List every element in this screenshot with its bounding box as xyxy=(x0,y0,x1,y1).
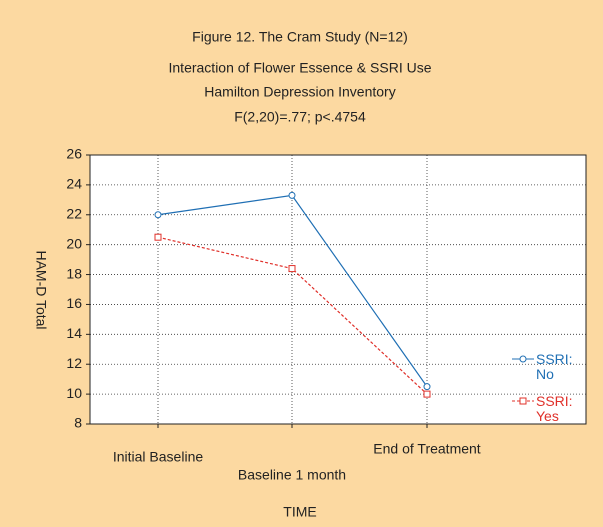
plot-frame xyxy=(89,154,587,425)
marker xyxy=(423,383,431,391)
x-axis-label: TIME xyxy=(283,504,316,520)
marker xyxy=(288,191,296,199)
chart-title: Figure 12. The Cram Study (N=12) xyxy=(192,29,408,45)
marker xyxy=(154,233,162,241)
legend-symbol xyxy=(512,397,534,405)
y-tick-label: 8 xyxy=(74,415,82,431)
marker xyxy=(154,211,162,219)
legend-label: SSRI: Yes xyxy=(536,393,573,424)
annotation: F(2,20)=.77; p<.4754 xyxy=(234,109,366,125)
y-tick-label: 24 xyxy=(66,176,82,192)
legend-label: SSRI: No xyxy=(536,351,573,382)
y-tick-label: 20 xyxy=(66,235,82,251)
marker xyxy=(423,390,431,398)
plot-area xyxy=(90,155,586,424)
y-axis-label: HAM-D Total xyxy=(33,250,49,329)
y-tick-label: 18 xyxy=(66,265,82,281)
y-tick-label: 16 xyxy=(66,295,82,311)
subtitle: Hamilton Depression Inventory xyxy=(204,84,395,100)
marker xyxy=(288,265,296,273)
y-tick-label: 26 xyxy=(66,146,82,162)
subtitle: Interaction of Flower Essence & SSRI Use xyxy=(169,60,432,76)
legend-symbol xyxy=(512,355,534,363)
y-tick-label: 12 xyxy=(66,355,82,371)
x-tick-label: Baseline 1 month xyxy=(238,467,346,483)
y-tick-label: 22 xyxy=(66,205,82,221)
x-tick-label: Initial Baseline xyxy=(113,449,203,465)
y-tick-label: 10 xyxy=(66,385,82,401)
x-tick-label: End of Treatment xyxy=(373,441,481,457)
y-tick-label: 14 xyxy=(66,325,82,341)
